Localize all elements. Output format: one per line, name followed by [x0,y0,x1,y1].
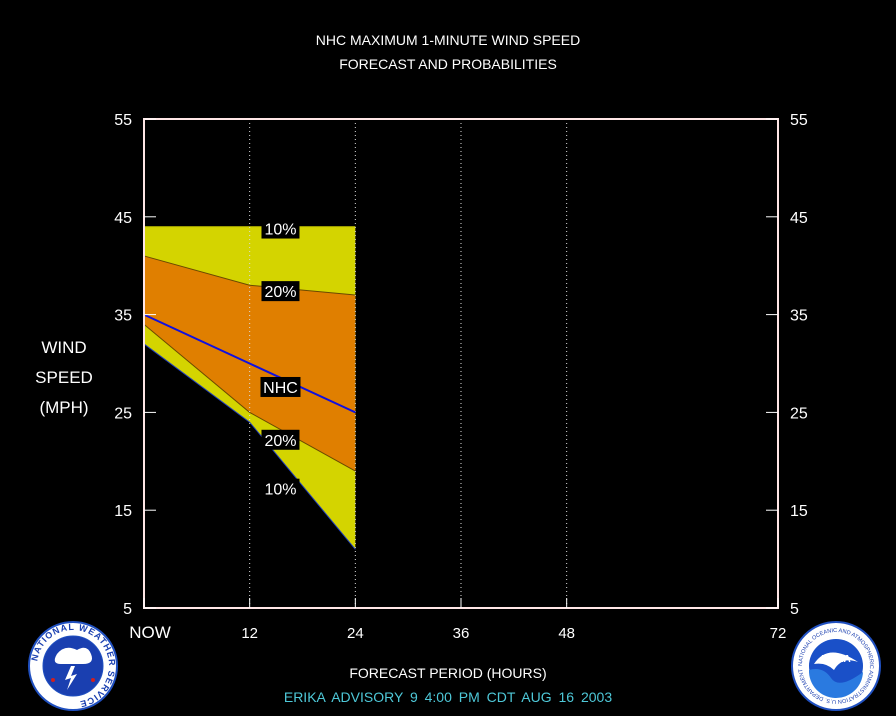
y-tick-label-left-35: 35 [114,308,132,325]
chart-title: NHC MAXIMUM 1-MINUTE WIND SPEED [315,32,581,48]
series-label-2: NHC [263,380,298,397]
y-tick-label-right-5: 5 [790,601,799,618]
series-label-4: 10% [264,482,296,499]
series-label-box-0 [261,218,300,239]
noaa-logo: NATIONAL OCEANIC AND ATMOSPHERIC ADMINIS… [790,620,881,711]
series-label-box-2 [260,376,301,397]
y-tick-label-left-25: 25 [114,405,132,422]
y-tick-label-right-15: 15 [790,503,808,520]
x-tick-label-36: 36 [453,625,470,642]
y-axis-label-line-1: WIND [41,338,87,357]
series-label-box-3 [261,429,300,450]
y-tick-label-left-55: 55 [114,112,132,129]
y-tick-label-right-35: 35 [790,308,808,325]
series-label-box-4 [261,478,300,499]
advisory-line: ERIKA ADVISORY 9 4:00 PM CDT AUG 16 2003 [283,689,613,705]
x-tick-label-72: 72 [770,625,787,642]
y-tick-label-left-15: 15 [114,503,132,520]
band-edge-3 [143,323,356,472]
band-edge-4 [143,343,356,550]
nws-logo: NATIONAL WEATHER SERVICE [28,621,118,711]
x-tick-label-48: 48 [558,625,575,642]
y-axis-label-line-3: (MPH) [39,398,89,417]
series-label-0: 10% [264,222,296,239]
series-label-box-1 [261,281,300,302]
y-tick-label-right-45: 45 [790,210,808,227]
y-tick-label-right-25: 25 [790,405,808,422]
y-tick-label-left-45: 45 [114,210,132,227]
y-tick-label-right-55: 55 [790,112,808,129]
series-label-1: 20% [264,284,296,301]
x-tick-label-24: 24 [347,625,364,642]
nhc-forecast-line [143,313,356,414]
band-edge-1 [143,255,356,296]
chart-subtitle: FORECAST AND PROBABILITIES [339,56,557,72]
y-axis-label-line-2: SPEED [35,368,93,387]
x-axis-label: FORECAST PERIOD (HOURS) [349,665,547,681]
x-tick-label-NOW: NOW [129,623,171,642]
y-tick-label-left-5: 5 [123,601,132,618]
x-tick-label-12: 12 [241,625,258,642]
series-label-3: 20% [264,433,296,450]
noaa-logo-text: NOAA [821,654,850,665]
